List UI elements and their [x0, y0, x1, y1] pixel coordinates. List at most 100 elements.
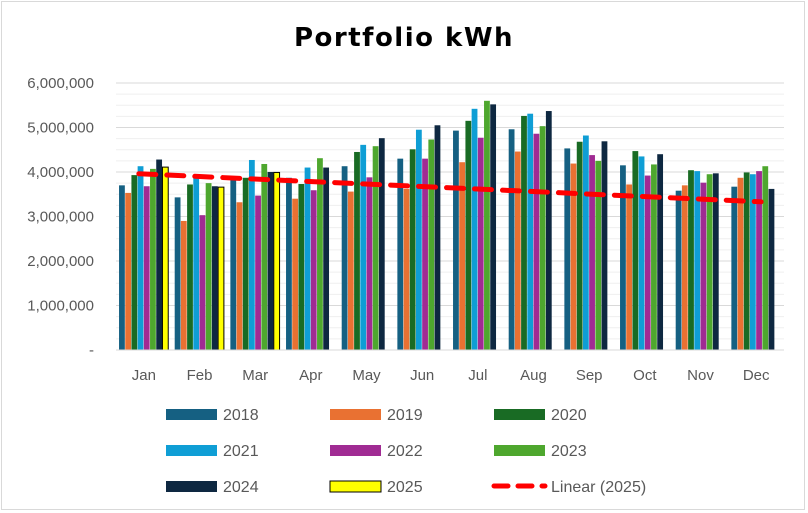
legend-label: Linear (2025) — [551, 479, 646, 496]
legend-item-2023: 2023 — [494, 443, 587, 460]
bar-2018-feb — [174, 197, 181, 350]
bar-2022-mar — [255, 195, 261, 350]
bar-2023-feb — [205, 183, 212, 350]
bar-2022-may — [366, 177, 373, 350]
bar-2022-nov — [700, 182, 707, 350]
legend-label: 2020 — [551, 407, 587, 424]
bar-2019-oct — [626, 184, 633, 350]
bar-2019-apr — [292, 198, 299, 350]
bar-2021-mar — [248, 159, 255, 350]
bar-2024-sep — [601, 141, 608, 350]
bar-2023-nov — [706, 174, 713, 350]
bar-2020-aug — [521, 115, 527, 351]
bar-2024-mar — [267, 172, 274, 350]
legend-swatch — [166, 481, 217, 492]
y-axis: - 1,000,000 2,000,000 3,000,000 4,000,000 5,0… — [27, 75, 94, 359]
y-tick-label: 1,000,000 — [27, 298, 94, 315]
bar-2018-mar — [230, 177, 237, 350]
bar-2018-jun — [397, 158, 404, 350]
legend-swatch — [166, 409, 217, 420]
trendline-linear-2025 — [136, 171, 764, 205]
legend-swatch — [330, 409, 381, 420]
bar-2022-oct — [644, 175, 651, 350]
y-tick-label: 6,000,000 — [27, 75, 94, 92]
bar-2022-jun — [422, 158, 428, 350]
bar-2020-oct — [632, 151, 639, 350]
y-tick-label: 5,000,000 — [27, 120, 94, 137]
bar-2018-aug — [508, 129, 515, 350]
legend-item-2025: 2025 — [329, 479, 423, 496]
legend-label: 2019 — [387, 407, 423, 424]
bar-2020-dec — [743, 172, 750, 350]
legend-item-2019: 2019 — [330, 407, 423, 424]
x-tick-label: Feb — [187, 367, 213, 384]
legend-label: 2025 — [387, 479, 423, 496]
bar-2020-sep — [576, 141, 583, 350]
x-tick-label: Aug — [520, 367, 547, 384]
bar-2019-mar — [236, 202, 243, 350]
bar-2021-aug — [527, 113, 534, 350]
bars — [119, 100, 775, 351]
bar-2021-apr — [304, 167, 311, 350]
y-tick-label: 2,000,000 — [27, 253, 94, 270]
bar-2025-feb — [217, 186, 225, 351]
legend-item-linear-2025: Linear (2025) — [491, 479, 646, 496]
legend-item-2022: 2022 — [330, 443, 423, 460]
x-tick-label: Sep — [576, 367, 603, 384]
bar-2018-nov — [675, 190, 682, 350]
bar-2022-feb — [199, 215, 206, 350]
bar-2022-sep — [589, 155, 595, 350]
bar-2021-feb — [193, 177, 200, 350]
bar-2018-dec — [731, 186, 738, 350]
bar-2019-dec — [737, 177, 744, 350]
bar-2020-jul — [465, 120, 472, 350]
legend: 2018 2019 2020 2021 2022 2023 2024 2025 Linear (… — [166, 407, 646, 496]
x-axis: Jan Feb Mar Apr May Jun Jul Aug Sep Oct Nov Dec — [116, 349, 784, 384]
legend-item-2018: 2018 — [166, 407, 259, 424]
bar-2021-dec — [749, 174, 756, 350]
bar-2020-nov — [688, 170, 694, 350]
legend-label: 2018 — [223, 407, 259, 424]
bar-2021-oct — [638, 156, 645, 350]
bar-2024-jul — [490, 104, 497, 350]
x-tick-label: Jun — [410, 367, 434, 384]
legend-item-2021: 2021 — [166, 443, 259, 460]
bar-2021-jun — [415, 129, 422, 350]
x-tick-label: Jul — [468, 367, 487, 384]
bar-2020-jan — [131, 175, 138, 350]
bar-2023-mar — [261, 163, 268, 350]
chart-title: Portfolio kWh — [294, 23, 514, 53]
legend-swatch — [494, 445, 545, 456]
bar-2024-may — [378, 138, 385, 350]
bar-2019-nov — [681, 185, 688, 350]
bar-2023-dec — [762, 166, 769, 350]
bar-2020-apr — [298, 184, 305, 350]
bar-2023-jul — [484, 100, 490, 350]
bar-2021-sep — [582, 135, 589, 350]
legend-swatch — [329, 480, 382, 493]
bar-2022-dec — [756, 171, 762, 350]
legend-swatch — [494, 409, 545, 420]
bar-2022-jul — [477, 137, 484, 350]
legend-label: 2024 — [223, 479, 259, 496]
bar-2024-oct — [657, 154, 664, 350]
legend-item-2020: 2020 — [494, 407, 587, 424]
bar-2024-nov — [712, 173, 719, 350]
bar-2025-mar — [273, 171, 281, 351]
bar-2019-aug — [514, 151, 521, 350]
bar-2018-may — [341, 166, 348, 350]
bar-2024-jan — [156, 159, 163, 350]
bar-2024-jun — [434, 125, 441, 351]
bar-2020-jun — [409, 149, 416, 350]
bar-2019-jan — [125, 192, 132, 350]
y-tick-label: 4,000,000 — [27, 164, 94, 181]
x-tick-label: May — [352, 367, 381, 384]
y-tick-label: - — [89, 342, 94, 359]
bar-2023-oct — [651, 164, 657, 350]
legend-label: 2021 — [223, 443, 259, 460]
bar-2023-apr — [317, 158, 323, 350]
bar-2019-jun — [403, 188, 410, 350]
bar-2023-jun — [428, 139, 435, 350]
bar-2018-sep — [564, 148, 571, 350]
bar-2021-may — [360, 144, 367, 350]
